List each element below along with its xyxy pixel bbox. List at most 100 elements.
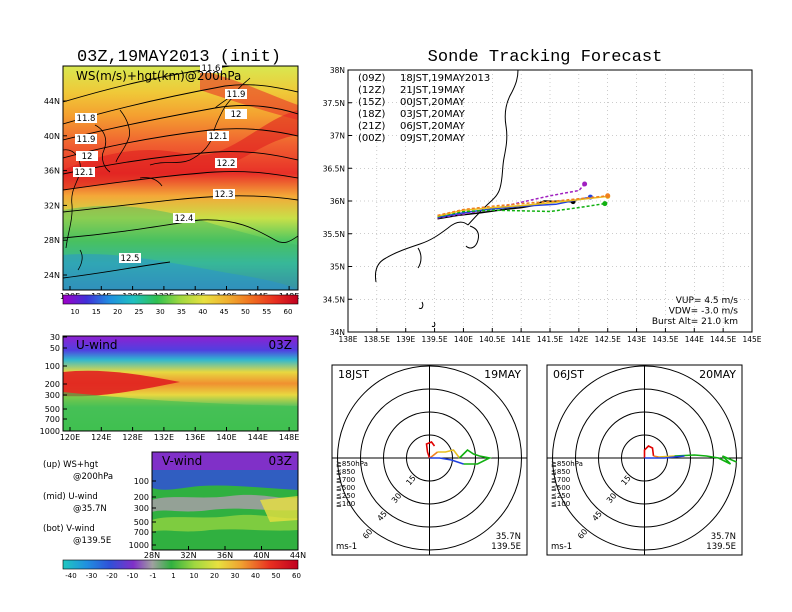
track-legend-code: (09Z) — [358, 73, 385, 84]
wind-colorbar-label: 20 — [210, 572, 219, 580]
contour-label-bg — [119, 253, 141, 263]
u-x-tick-label: 148E — [279, 433, 299, 442]
ws-colorbar-label: 45 — [220, 308, 229, 316]
track-x-tick-label: 142E — [569, 335, 588, 344]
track-x-tick-label: 144.5E — [710, 335, 736, 344]
u-y-tick-label: 300 — [45, 391, 60, 400]
hodograph-trace — [658, 455, 675, 458]
contour-label: 12.1 — [75, 168, 94, 178]
track-x-tick-label: 143E — [627, 335, 646, 344]
track-x-tick-label: 140.5E — [479, 335, 505, 344]
right-title: Sonde Tracking Forecast — [428, 48, 663, 67]
track-legend-time: 18JST,19MAY2013 — [400, 73, 490, 84]
contour-label-bg — [76, 151, 98, 161]
track-endpoint — [602, 201, 608, 207]
track-x-tick-label: 142.5E — [595, 335, 621, 344]
contour-label: 11.9 — [227, 90, 246, 100]
u-y-tick-label: 1000 — [40, 427, 60, 436]
note-line: (up) WS+hgt — [43, 460, 99, 470]
track-x-tick-label: 141E — [512, 335, 531, 344]
v-x-tick-label: 28N — [144, 551, 160, 560]
wind-colorbar: -40 -30 -20 -10 -1 1 10 20 30 40 50 60 — [62, 559, 301, 580]
track-legend-time: 21JST,19MAY — [400, 85, 466, 96]
u-x-tick-label: 120E — [60, 433, 80, 442]
v-x-tick-label: 32N — [180, 551, 196, 560]
ws-colorbar-label: 25 — [134, 308, 143, 316]
u-x-tick-label: 128E — [122, 433, 142, 442]
u-x-tick-label: 132E — [154, 433, 174, 442]
hodograph-legend-item: ≦500 — [551, 484, 570, 492]
wind-colorbar-label: -20 — [106, 572, 117, 580]
wind-colorbar-label: -10 — [127, 572, 138, 580]
track-panel: (09Z) 18JST,19MAY2013 (12Z) 21JST,19MAY (15Z… — [323, 66, 762, 344]
ws-colorbar-label: 40 — [198, 308, 207, 316]
track-legend-time: 06JST,20MAY — [400, 121, 466, 132]
hodograph-right-label: 20MAY — [699, 368, 736, 381]
track-legend: (09Z) 18JST,19MAY2013 (12Z) 21JST,19MAY (15Z… — [358, 73, 490, 144]
u-x-tick-label: 136E — [185, 433, 205, 442]
contour-label: 11.9 — [77, 135, 96, 145]
hodograph-left-label: 06JST — [553, 368, 584, 381]
left-title: 03Z,19MAY2013 (init) — [77, 48, 281, 67]
wind-colorbar-label: -1 — [150, 572, 157, 580]
contour-label-bg — [213, 189, 235, 199]
u-x-tick-label: 124E — [91, 433, 111, 442]
track-line — [437, 202, 605, 218]
contour-label-bg — [173, 213, 195, 223]
contour-label-bg — [225, 109, 247, 119]
hodograph-legend-item: ≦250 — [551, 492, 570, 500]
track-y-tick-label: 35N — [330, 263, 345, 272]
u-wind-label: U-wind — [76, 338, 117, 352]
track-grid — [348, 70, 752, 332]
track-legend-code: (00Z) — [358, 133, 385, 144]
hodograph-lat: 35.7N — [496, 532, 521, 542]
hodograph-legend-item: ≦500 — [336, 484, 355, 492]
track-x-tick-label: 139.5E — [421, 335, 447, 344]
ws-colorbar-labels: 10 15 20 25 30 35 40 45 50 55 60 — [71, 308, 293, 316]
u-y-tick-label: 200 — [45, 380, 60, 389]
track-y-tick-label: 34N — [330, 328, 345, 337]
v-y-tick-label: 200 — [134, 493, 149, 502]
contour-label: 12.5 — [121, 254, 140, 264]
note-line: @35.7N — [73, 504, 107, 514]
v-wind-panel: V-wind 03Z 28N 32N 36N 40N 44N 100 200 300 50070… — [129, 451, 306, 560]
ws-colorbar-label: 20 — [113, 308, 122, 316]
map-y-tick-label: 28N — [44, 236, 60, 245]
contour-label: 12 — [231, 110, 242, 120]
u-x-tick-label: 140E — [216, 433, 236, 442]
hodograph-trace — [644, 455, 685, 459]
track-x-tick-label: 138.5E — [364, 335, 390, 344]
map-panel-title-group: WS(m/s)+hgt(km)@200hPa — [76, 69, 241, 83]
track-x-tick-label: 138E — [338, 335, 357, 344]
hodograph-legend-item: ≦850 — [336, 468, 355, 476]
v-wind-structure — [152, 470, 298, 532]
v-x-tick-label: 36N — [217, 551, 233, 560]
note-line: @139.5E — [73, 536, 111, 546]
track-legend-code: (12Z) — [358, 85, 385, 96]
u-y-tick-label: 30 — [50, 333, 60, 342]
track-info-line: VDW= -3.0 m/s — [669, 307, 739, 317]
wind-colorbar-label: 50 — [272, 572, 281, 580]
contour-label-bg — [75, 134, 97, 144]
wind-colorbar-label: 1 — [171, 572, 175, 580]
hodograph-legend-item: ≦850 — [551, 468, 570, 476]
map-y-tick-label: 36N — [44, 167, 60, 176]
track-x-tick-label: 140E — [454, 335, 473, 344]
track-lines — [437, 181, 611, 220]
v-y-tick-label: 700 — [134, 528, 149, 537]
u-wind-axes: 120E 124E 128E 132E 136E 140E 144E 148E 30 50 100 2… — [40, 333, 300, 442]
u-y-tick-label: 700 — [45, 415, 60, 424]
hodograph-trace — [674, 454, 737, 465]
u-x-tick-label: 144E — [248, 433, 268, 442]
track-x-tick-label: 144E — [685, 335, 704, 344]
ws-colorbar-label: 15 — [92, 308, 101, 316]
map-y-tick-label: 24N — [44, 271, 60, 280]
u-wind-panel: U-wind 03Z 120E 124E 128E 132E 136E 140E 144E 1… — [40, 333, 300, 442]
u-wind-jet — [63, 370, 298, 431]
track-y-tick-label: 35.5N — [323, 230, 345, 239]
v-x-tick-label: 40N — [253, 551, 269, 560]
